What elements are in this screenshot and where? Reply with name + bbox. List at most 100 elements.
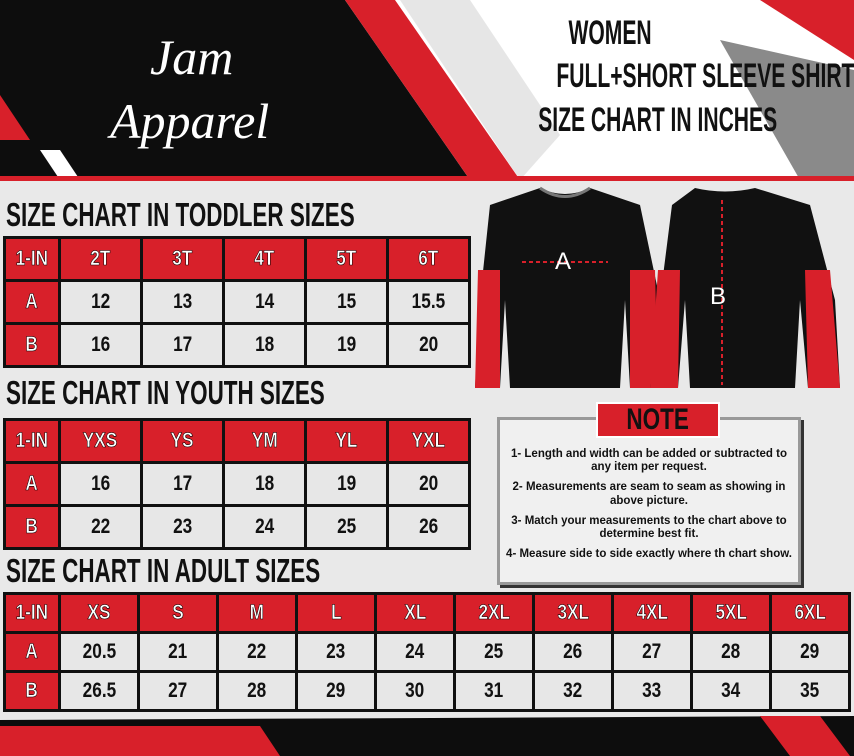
cell-text: 22 xyxy=(247,640,267,663)
value-cell: 26 xyxy=(535,634,611,670)
cell-text: 26 xyxy=(418,515,439,538)
cell-text: 35 xyxy=(800,679,820,702)
cell-text: 18 xyxy=(254,472,275,495)
data-row: A 20.5 21 22 23 24 25 26 27 28 29 xyxy=(6,634,848,670)
cell-text: 34 xyxy=(721,679,741,702)
cell-text: 27 xyxy=(168,679,188,702)
header-text: 1-IN xyxy=(15,247,49,271)
cell-text: 20 xyxy=(418,333,439,356)
cell-text: 15.5 xyxy=(411,290,446,313)
value-cell: 26.5 xyxy=(61,673,137,709)
grey-stripe xyxy=(400,0,560,180)
header-cell: 3XL xyxy=(535,595,611,631)
cell-text: 20.5 xyxy=(82,640,116,663)
cell-text: B xyxy=(25,333,39,357)
header-cell: L xyxy=(298,595,374,631)
row-label: B xyxy=(6,507,58,547)
row-label: B xyxy=(6,673,58,709)
cell-text: 31 xyxy=(484,679,504,702)
cell-text: 28 xyxy=(721,640,741,663)
value-cell: 26 xyxy=(389,507,468,547)
header-text: 6XL xyxy=(794,601,826,625)
header-text: 3XL xyxy=(557,601,589,625)
header-text: XS xyxy=(87,601,111,625)
header-cell: YM xyxy=(225,421,304,461)
value-cell: 28 xyxy=(219,673,295,709)
cell-text: 13 xyxy=(172,290,193,313)
data-row: A 12 13 14 15 15.5 xyxy=(6,282,468,322)
cell-text: A xyxy=(25,290,39,314)
cell-text: 23 xyxy=(326,640,346,663)
note-item: 1- Length and width can be added or subt… xyxy=(510,448,788,474)
cell-text: 29 xyxy=(326,679,346,702)
row-label: A xyxy=(6,464,58,504)
header-row: 1-IN 2T 3T 4T 5T 6T xyxy=(6,239,468,279)
data-row: A 16 17 18 19 20 xyxy=(6,464,468,504)
red-corner xyxy=(760,0,854,60)
cell-text: A xyxy=(25,472,39,496)
header-text: S xyxy=(172,601,184,625)
cell-text: 16 xyxy=(90,333,111,356)
header-cell: M xyxy=(219,595,295,631)
value-cell: 28 xyxy=(693,634,769,670)
note-box: 1- Length and width can be added or subt… xyxy=(497,417,801,585)
red-left xyxy=(0,95,30,140)
header-cell: YXL xyxy=(389,421,468,461)
value-cell: 18 xyxy=(225,325,304,365)
value-cell: 16 xyxy=(61,464,140,504)
value-cell: 27 xyxy=(614,634,690,670)
value-cell: 27 xyxy=(140,673,216,709)
table-title: SIZE CHART IN YOUTH SIZES xyxy=(6,374,475,412)
cell-text: 16 xyxy=(90,472,111,495)
value-cell: 18 xyxy=(225,464,304,504)
heading-line: FULL+SHORT SLEEVE SHIRT xyxy=(556,57,854,95)
header-cell: 5T xyxy=(307,239,386,279)
header-cell: 4T xyxy=(225,239,304,279)
cell-text: A xyxy=(25,640,39,664)
value-cell: 17 xyxy=(143,464,222,504)
header-cell: 1-IN xyxy=(6,421,58,461)
header-cell: 4XL xyxy=(614,595,690,631)
cell-text: B xyxy=(25,515,39,539)
value-cell: 31 xyxy=(456,673,532,709)
value-cell: 24 xyxy=(225,507,304,547)
value-cell: 19 xyxy=(307,325,386,365)
cell-text: 24 xyxy=(405,640,425,663)
brand-line: Apparel xyxy=(110,93,270,149)
header-cell: 6T xyxy=(389,239,468,279)
cell-text: 33 xyxy=(642,679,662,702)
brand-line: Jam xyxy=(150,29,234,85)
header-text: M xyxy=(249,601,265,625)
cell-text: 26.5 xyxy=(82,679,116,702)
cell-text: 19 xyxy=(336,333,357,356)
black-panel xyxy=(0,0,470,180)
value-cell: 34 xyxy=(693,673,769,709)
cell-text: 28 xyxy=(247,679,267,702)
value-cell: 24 xyxy=(377,634,453,670)
cell-text: 17 xyxy=(172,333,193,356)
header-cell: XS xyxy=(61,595,137,631)
header-cell: 1-IN xyxy=(6,595,58,631)
header-cell: YXS xyxy=(61,421,140,461)
value-cell: 14 xyxy=(225,282,304,322)
table-title: SIZE CHART IN TODDLER SIZES xyxy=(6,196,519,234)
value-cell: 15 xyxy=(307,282,386,322)
header-text: 5T xyxy=(336,247,357,271)
header-text: YXS xyxy=(83,429,118,453)
header-cell: 3T xyxy=(143,239,222,279)
cell-text: 17 xyxy=(172,472,193,495)
value-cell: 29 xyxy=(298,673,374,709)
row-label: A xyxy=(6,634,58,670)
data-row: B 22 23 24 25 26 xyxy=(6,507,468,547)
size-table: 1-IN 2T 3T 4T 5T 6T A 12 13 14 15 15.5 B 16 17 18 19 20 xyxy=(3,236,471,368)
size-table: 1-IN XS S M L XL 2XL 3XL 4XL 5XL 6XL A 20.5 21 22 23 24 2… xyxy=(3,592,851,712)
value-cell: 20 xyxy=(389,464,468,504)
header-text: 6T xyxy=(418,247,439,271)
cell-text: B xyxy=(25,679,39,703)
value-cell: 33 xyxy=(614,673,690,709)
header-cell: 2T xyxy=(61,239,140,279)
table-title-text: SIZE CHART IN ADULT SIZES xyxy=(6,552,321,589)
header-text: YL xyxy=(335,429,358,453)
cell-text: 27 xyxy=(642,640,662,663)
header-row: 1-IN YXS YS YM YL YXL xyxy=(6,421,468,461)
